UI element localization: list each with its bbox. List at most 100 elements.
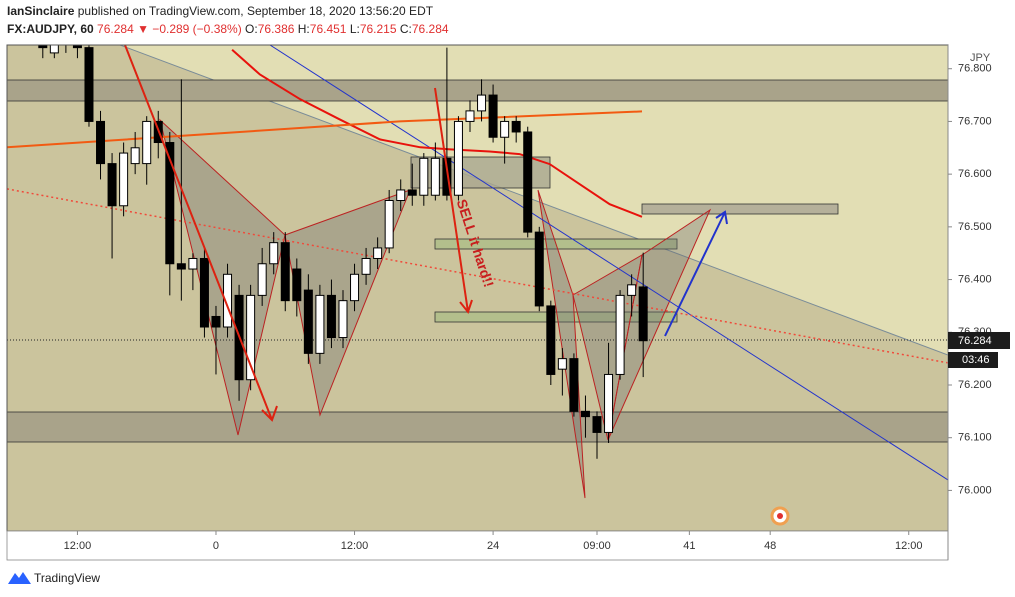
candle-body — [96, 120, 106, 165]
candle-body — [384, 199, 394, 249]
unit: JPY — [970, 52, 991, 64]
candle-body — [269, 242, 279, 265]
x-tick-label: 12:00 — [341, 540, 369, 552]
candle-body — [511, 120, 521, 133]
candle-body — [350, 273, 360, 302]
candle-body — [84, 47, 94, 122]
candle-body — [523, 131, 533, 233]
candle-body — [592, 416, 602, 433]
symbol: FX:AUDJPY, 60 — [7, 22, 94, 36]
ohlc-o-label: O: — [245, 22, 258, 36]
candle-body — [465, 110, 475, 122]
ohlc-o: 76.386 — [258, 22, 295, 36]
candle-body — [292, 268, 302, 302]
candle-body — [280, 242, 290, 302]
candle-body — [211, 315, 221, 328]
event-icon-dot — [777, 513, 783, 519]
candle-body — [338, 300, 348, 339]
indicator-line — [231, 48, 643, 218]
x-tick-label: 48 — [764, 540, 776, 552]
candle-body — [419, 157, 429, 196]
ohlc-l: 76.215 — [360, 22, 397, 36]
candle-body — [615, 294, 625, 375]
candle-body — [534, 231, 544, 307]
y-tick-label: 76.200 — [958, 379, 992, 391]
candle-body — [396, 189, 406, 201]
y-tick-label: 76.400 — [958, 273, 992, 285]
candle-body — [130, 147, 140, 165]
candle-body — [477, 94, 487, 112]
price-label-box — [948, 332, 1010, 349]
candle-body — [326, 294, 336, 339]
candle-body — [488, 94, 498, 138]
arrow — [124, 45, 278, 422]
candle-body — [303, 289, 313, 354]
arrow — [434, 87, 473, 315]
candle-body — [107, 163, 117, 207]
axis-layer: 76.00076.10076.20076.30076.40076.50076.6… — [64, 63, 992, 552]
price-label: 76.284 — [958, 335, 992, 347]
ohlc-h-label: H: — [298, 22, 310, 36]
candle-body — [176, 263, 186, 270]
x-tick-label: 41 — [683, 540, 695, 552]
candle-body — [315, 294, 325, 354]
ohlc-c-label: C: — [400, 22, 412, 36]
countdown-box — [948, 352, 998, 368]
candle-body — [199, 257, 209, 328]
zone — [434, 311, 678, 323]
zone — [641, 203, 839, 215]
header-line-2: FX:AUDJPY, 60 76.284 ▼ −0.289 (−0.38%) O… — [7, 22, 449, 36]
candle-body — [627, 284, 637, 296]
candle-body — [442, 157, 452, 196]
x-tick-label: 12:00 — [64, 540, 92, 552]
candle-body — [557, 358, 567, 370]
candle-body — [546, 305, 556, 375]
logo — [8, 572, 31, 584]
published: published on TradingView.com, September … — [78, 4, 434, 18]
header-line-1: IanSinclaire published on TradingView.co… — [7, 4, 434, 18]
publisher: IanSinclaire — [7, 4, 75, 18]
candle-body — [223, 273, 233, 328]
candle-body — [430, 157, 440, 196]
candle-body — [165, 142, 175, 265]
candle-body — [407, 189, 417, 196]
ohlc-c: 76.284 — [412, 22, 449, 36]
candle-body — [62, 37, 70, 42]
countdown: 03:46 — [962, 354, 990, 366]
y-tick-label: 76.700 — [958, 115, 992, 127]
arrow — [664, 210, 728, 337]
x-axis — [6, 530, 949, 561]
y-tick-label: 76.600 — [958, 168, 992, 180]
candle-body — [373, 247, 383, 259]
pattern — [284, 189, 411, 417]
candle-body — [580, 410, 590, 418]
footer: TradingView — [34, 571, 100, 585]
candle-body — [142, 120, 152, 165]
drawings: SELL it hard!! — [7, 37, 948, 526]
candle-body — [569, 358, 579, 412]
zone — [7, 411, 948, 443]
ohlc-h: 76.451 — [310, 22, 347, 36]
pattern — [537, 189, 586, 499]
pattern — [607, 208, 712, 441]
trend-line — [269, 45, 948, 481]
last-price: 76.284 — [97, 22, 134, 36]
x-tick-label: 12:00 — [895, 540, 923, 552]
y-tick-label: 76.000 — [958, 484, 992, 496]
x-tick-label: 0 — [213, 540, 219, 552]
x-tick-label: 24 — [487, 540, 499, 552]
candle-body — [246, 294, 256, 381]
candle-body — [38, 45, 48, 49]
candle-body — [453, 120, 463, 196]
y-tick-label: 76.500 — [958, 221, 992, 233]
candle-body — [257, 263, 267, 296]
candle-body — [188, 257, 198, 270]
candle-body — [119, 152, 129, 207]
change: ▼ −0.289 (−0.38%) — [137, 22, 242, 36]
ohlc-l-label: L: — [350, 22, 360, 36]
candle-body — [361, 257, 371, 275]
candle-body — [638, 286, 648, 342]
candle-body — [500, 120, 510, 138]
y-tick-label: 76.800 — [958, 63, 992, 75]
